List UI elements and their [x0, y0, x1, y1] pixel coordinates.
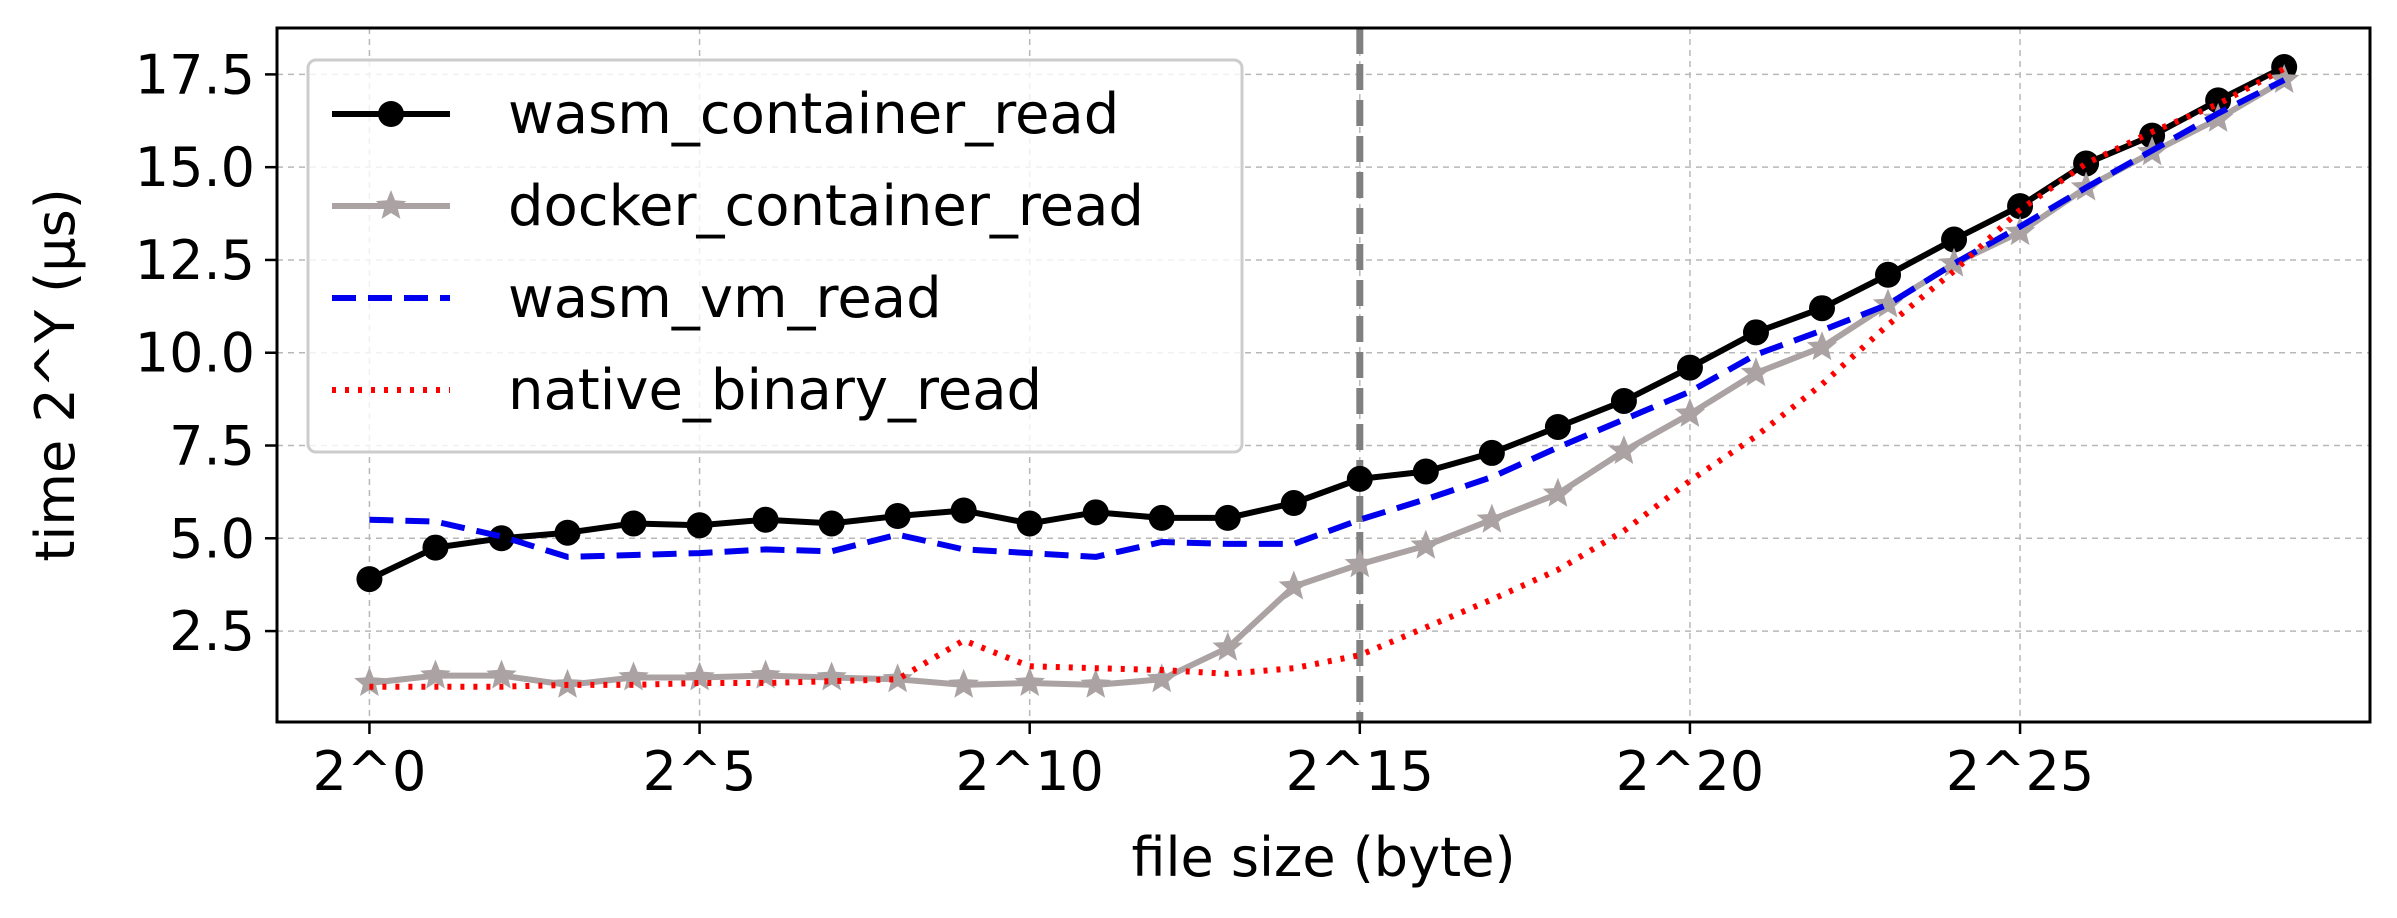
- data-point: [950, 497, 977, 524]
- data-point: [420, 659, 451, 689]
- data-point: [1412, 458, 1439, 485]
- data-point: [1410, 529, 1442, 559]
- y-tick-label: 15.0: [135, 136, 255, 199]
- series-wasm_container_read: [356, 53, 2298, 593]
- x-tick-label: 2^5: [643, 740, 757, 803]
- data-point: [554, 519, 581, 546]
- y-axis-title: time 2^Y (µs): [24, 188, 87, 562]
- legend-marker: [375, 190, 407, 219]
- data-point: [1938, 247, 1970, 277]
- x-tick-label: 2^20: [1616, 740, 1764, 803]
- data-point: [1212, 631, 1243, 661]
- x-tick-label: 2^15: [1286, 740, 1434, 803]
- data-point: [422, 534, 449, 561]
- data-point: [1148, 504, 1175, 531]
- data-point: [1016, 510, 1043, 537]
- axis-ticks: 2^0 2^5 2^10 2^15 2^20 2^25 2.5 5.0 7.5 10.0 12.5 1…: [135, 43, 2094, 803]
- data-point: [1610, 387, 1637, 414]
- data-point: [1872, 288, 1904, 318]
- data-point: [1875, 261, 1902, 288]
- data-point: [2202, 102, 2234, 132]
- data-point: [1478, 439, 1505, 466]
- series-group: [354, 53, 2300, 698]
- data-point: [620, 510, 647, 537]
- data-point: [1476, 503, 1508, 533]
- data-point: [1676, 354, 1703, 381]
- data-point: [1214, 504, 1241, 531]
- data-point: [1344, 548, 1375, 578]
- series-line: [369, 77, 2286, 560]
- legend-label: native_binary_read: [508, 358, 1042, 423]
- y-tick-label: 12.5: [135, 229, 255, 292]
- data-point: [354, 667, 385, 696]
- legend-item: native_binary_read: [332, 358, 1042, 423]
- data-point: [884, 503, 911, 530]
- data-point: [818, 510, 845, 537]
- x-tick-label: 2^10: [956, 740, 1104, 803]
- data-point: [1740, 357, 1772, 387]
- legend-marker: [378, 101, 404, 127]
- data-point: [1542, 477, 1574, 507]
- y-tick-label: 2.5: [169, 600, 255, 663]
- x-tick-label: 2^0: [312, 740, 426, 803]
- data-point: [2269, 64, 2300, 93]
- data-point: [1742, 319, 1769, 346]
- data-point: [356, 566, 383, 593]
- data-point: [1014, 667, 1045, 696]
- data-point: [752, 506, 779, 533]
- data-point: [686, 512, 713, 539]
- data-point: [1808, 295, 1835, 322]
- data-point: [2073, 150, 2100, 177]
- data-point: [1080, 668, 1111, 698]
- x-axis-title: file size (byte): [1131, 826, 1515, 889]
- legend-item: wasm_vm_read: [332, 266, 942, 331]
- data-point: [2004, 216, 2036, 246]
- data-point: [488, 525, 515, 552]
- data-point: [1608, 435, 1640, 464]
- data-point: [2007, 193, 2034, 220]
- data-point: [1346, 465, 1373, 492]
- legend-box: [306, 58, 1244, 454]
- data-point: [948, 668, 979, 698]
- data-point: [618, 661, 649, 691]
- y-tick-label: 17.5: [135, 43, 255, 106]
- data-point: [750, 659, 781, 689]
- data-point: [486, 659, 517, 689]
- y-tick-label: 10.0: [135, 322, 255, 385]
- data-point: [882, 663, 913, 693]
- data-point: [684, 661, 715, 691]
- series-wasm_vm_read: [369, 77, 2286, 560]
- legend-item: docker_container_read: [332, 174, 1144, 239]
- data-point: [1278, 570, 1309, 600]
- legend: wasm_container_read docker_container_read…: [306, 58, 1244, 454]
- x-tick-label: 2^25: [1946, 740, 2094, 803]
- data-point: [816, 661, 847, 691]
- data-point: [2139, 122, 2166, 149]
- data-point: [1941, 226, 1968, 253]
- legend-label: wasm_container_read: [508, 82, 1119, 147]
- y-tick-label: 5.0: [169, 507, 255, 570]
- data-point: [1674, 398, 1706, 427]
- legend-item: wasm_container_read: [332, 82, 1119, 147]
- data-point: [1146, 663, 1177, 693]
- legend-label: wasm_vm_read: [508, 266, 942, 331]
- plot-area-frame: [275, 26, 2372, 724]
- y-tick-label: 7.5: [169, 415, 255, 478]
- data-point: [1544, 413, 1571, 440]
- legend-label: docker_container_read: [508, 174, 1144, 239]
- data-point: [1806, 331, 1838, 361]
- data-point: [1082, 499, 1109, 526]
- data-point: [1280, 490, 1307, 517]
